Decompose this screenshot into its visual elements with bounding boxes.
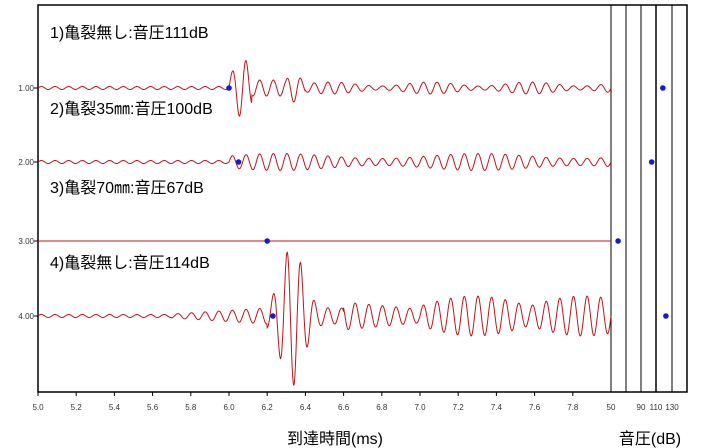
x-tick-label: 7.6 <box>529 403 541 412</box>
pressure-tick-label: 130 <box>665 403 679 412</box>
x-tick-label: 7.0 <box>414 403 426 412</box>
x-tick-label: 6.0 <box>223 403 235 412</box>
x-tick-labels: 5.0 5.2 5.4 5.6 5.8 6.0 6.2 6.4 6.6 6.8 7.0 7.2 7.4 7… <box>32 392 679 412</box>
x-tick-label: 6.2 <box>262 403 274 412</box>
x-tick-label: 5.8 <box>185 403 197 412</box>
waveforms <box>37 59 612 386</box>
waveform-line <box>37 251 612 386</box>
markers <box>226 85 669 319</box>
pressure-tick-label: 110 <box>650 403 663 412</box>
arrival-marker <box>264 238 271 244</box>
waveform-line <box>37 152 612 172</box>
x-axis-title-pressure: 音圧(dB) <box>619 430 681 448</box>
series-labels: 1)亀裂無し:音圧111dB 2)亀裂35㎜:音圧100dB 3)亀裂70㎜:音圧6… <box>50 24 213 272</box>
pressure-marker <box>660 85 666 91</box>
x-tick-label: 5.2 <box>71 403 83 412</box>
series-label: 2)亀裂35㎜:音圧100dB <box>50 100 213 118</box>
plot-frame <box>37 4 688 393</box>
arrival-marker <box>226 85 232 91</box>
pressure-marker <box>648 159 655 165</box>
pressure-tick-label: 50 <box>607 403 616 412</box>
series-label: 4)亀裂無し:音圧114dB <box>50 254 210 272</box>
x-tick-label: 5.6 <box>147 403 159 412</box>
x-tick-label: 5.0 <box>32 403 44 412</box>
arrival-marker <box>235 159 242 165</box>
x-tick-label: 7.8 <box>567 403 579 412</box>
pressure-marker <box>663 313 669 319</box>
arrival-marker <box>270 313 276 319</box>
x-tick-label: 7.2 <box>453 403 465 412</box>
y-tick-label: 4.00 <box>18 312 34 321</box>
x-tick-label: 6.6 <box>338 403 350 412</box>
waveform-line <box>37 59 612 117</box>
pressure-tick-label: 90 <box>637 403 646 412</box>
pressure-marker <box>615 238 621 244</box>
x-axis-title-time: 到達時間(ms) <box>287 430 383 448</box>
y-tick-label: 1.00 <box>18 84 34 93</box>
x-tick-label: 5.4 <box>109 403 121 412</box>
x-tick-label: 6.8 <box>376 403 388 412</box>
x-tick-label: 7.4 <box>491 403 503 412</box>
y-tick-label: 2.00 <box>18 158 34 167</box>
pressure-panel-dividers <box>610 5 673 392</box>
y-tick-labels: 1.00 2.00 3.00 4.00 <box>18 84 38 321</box>
y-tick-label: 3.00 <box>18 237 34 246</box>
series-label: 3)亀裂70㎜:音圧67dB <box>50 179 204 197</box>
x-tick-label: 6.4 <box>300 403 312 412</box>
series-label: 1)亀裂無し:音圧111dB <box>50 24 209 42</box>
